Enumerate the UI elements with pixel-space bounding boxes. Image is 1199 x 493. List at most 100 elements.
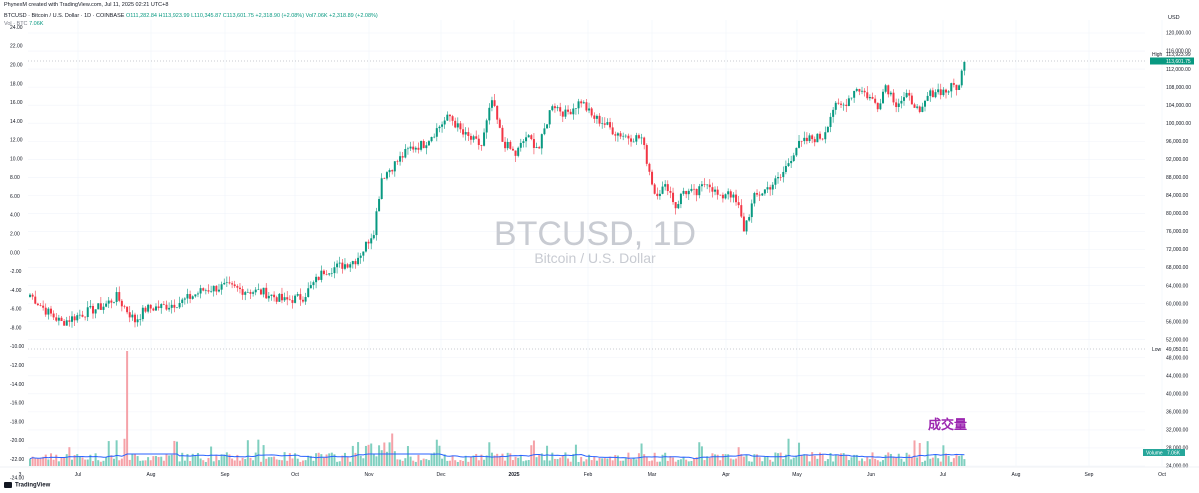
tradingview-footer: TradingView — [4, 482, 50, 489]
candle-body — [330, 273, 333, 274]
volume-bar — [443, 454, 446, 466]
volume-bar — [645, 456, 648, 466]
right-tick-label: 68,000.00 — [1166, 265, 1188, 271]
candle-body — [724, 194, 727, 199]
volume-bar — [446, 460, 449, 466]
candle-body — [955, 84, 958, 90]
candle-body — [128, 312, 131, 318]
candle-body — [926, 95, 929, 101]
left-tick-label: 4.00 — [10, 213, 20, 219]
volume-bar — [399, 459, 402, 466]
volume-chinese-label: 成交量 — [928, 417, 967, 433]
candle-body — [451, 116, 454, 121]
candle-body — [351, 261, 354, 265]
volume-bar — [643, 454, 646, 466]
candle-body — [160, 304, 163, 309]
volume-bar — [280, 460, 283, 466]
candle-body — [475, 136, 478, 139]
volume-bar — [160, 456, 163, 466]
volume-bar — [590, 460, 593, 466]
volume-bar — [472, 455, 475, 466]
candle-body — [732, 194, 735, 198]
candle-body — [249, 292, 252, 294]
candle-body — [191, 296, 194, 299]
x-tick-label: Jul — [940, 472, 946, 478]
candle-body — [231, 283, 234, 285]
volume-bar — [396, 459, 399, 466]
candle-body — [307, 288, 310, 298]
last-price-value: 113,601.75 — [1166, 59, 1191, 65]
volume-bar — [677, 459, 680, 466]
left-tick-label: -20.00 — [10, 438, 24, 444]
candle-body — [761, 193, 764, 196]
candle-body — [86, 307, 89, 318]
volume-bar — [286, 460, 289, 466]
candle-body — [703, 184, 706, 185]
volume-bar — [637, 453, 640, 466]
volume-bar — [110, 455, 113, 466]
volume-bar — [934, 454, 937, 466]
volume-bar — [871, 452, 874, 466]
volume-bar — [488, 442, 491, 466]
candle-body — [598, 115, 601, 124]
volume-bar — [826, 459, 829, 466]
candle-body — [359, 255, 362, 258]
low-label: Low — [1152, 347, 1162, 353]
candle-body — [519, 142, 522, 148]
candle-body — [963, 61, 966, 71]
volume-bar — [580, 456, 583, 466]
candle-body — [577, 101, 580, 109]
left-tick-label: -18.00 — [10, 419, 24, 425]
volume-bar — [178, 461, 181, 466]
left-tick-label: 2.00 — [10, 232, 20, 238]
last-price-tag — [1150, 57, 1194, 65]
volume-bar — [813, 455, 816, 466]
candle-body — [690, 188, 693, 191]
volume-bar — [666, 460, 669, 466]
candle-body — [149, 304, 152, 309]
volume-bar — [903, 461, 906, 466]
volume-bar — [632, 457, 635, 466]
volume-bar — [270, 457, 273, 466]
volume-bar — [674, 461, 677, 466]
candle-body — [462, 129, 465, 135]
volume-bar — [451, 455, 454, 466]
x-tick-label: 2025 — [508, 472, 519, 478]
right-tick-label: 28,000.00 — [1166, 446, 1188, 452]
right-tick-label: 80,000.00 — [1166, 211, 1188, 217]
currency-label: USD — [1168, 15, 1180, 21]
candle-body — [115, 292, 118, 302]
candle-body — [278, 293, 281, 302]
volume-bar — [535, 457, 538, 466]
candle-body — [645, 145, 648, 164]
candle-body — [425, 145, 428, 149]
candle-body — [527, 135, 530, 138]
candle-body — [178, 302, 181, 308]
x-axis: Jul Aug Sep Oct Nov Dec 2025 Feb Mar Apr May Jun Jul… — [19, 472, 1167, 478]
volume-bar — [511, 460, 514, 466]
candle-body — [792, 155, 795, 161]
candle-body — [441, 124, 444, 127]
candle-body — [601, 123, 604, 125]
volume-bar — [761, 461, 764, 466]
candle-body — [874, 98, 877, 103]
candle-body — [76, 315, 79, 321]
candle-body — [469, 135, 472, 140]
volume-bar — [805, 454, 808, 466]
x-tick-label: May — [792, 472, 802, 478]
x-tick-label: Nov — [365, 472, 374, 478]
candle-body — [845, 104, 848, 106]
candle-body — [832, 109, 835, 117]
candle-body — [753, 193, 756, 204]
volume-bar — [929, 458, 932, 466]
volume-bar — [514, 456, 517, 466]
volume-bar — [876, 460, 879, 466]
candle-body — [401, 156, 404, 158]
volume-bar — [635, 459, 638, 466]
candle-body — [485, 120, 488, 133]
candle-body — [215, 285, 218, 292]
candle-body — [672, 192, 675, 203]
candle-body — [561, 111, 564, 117]
volume-bar — [31, 456, 34, 466]
